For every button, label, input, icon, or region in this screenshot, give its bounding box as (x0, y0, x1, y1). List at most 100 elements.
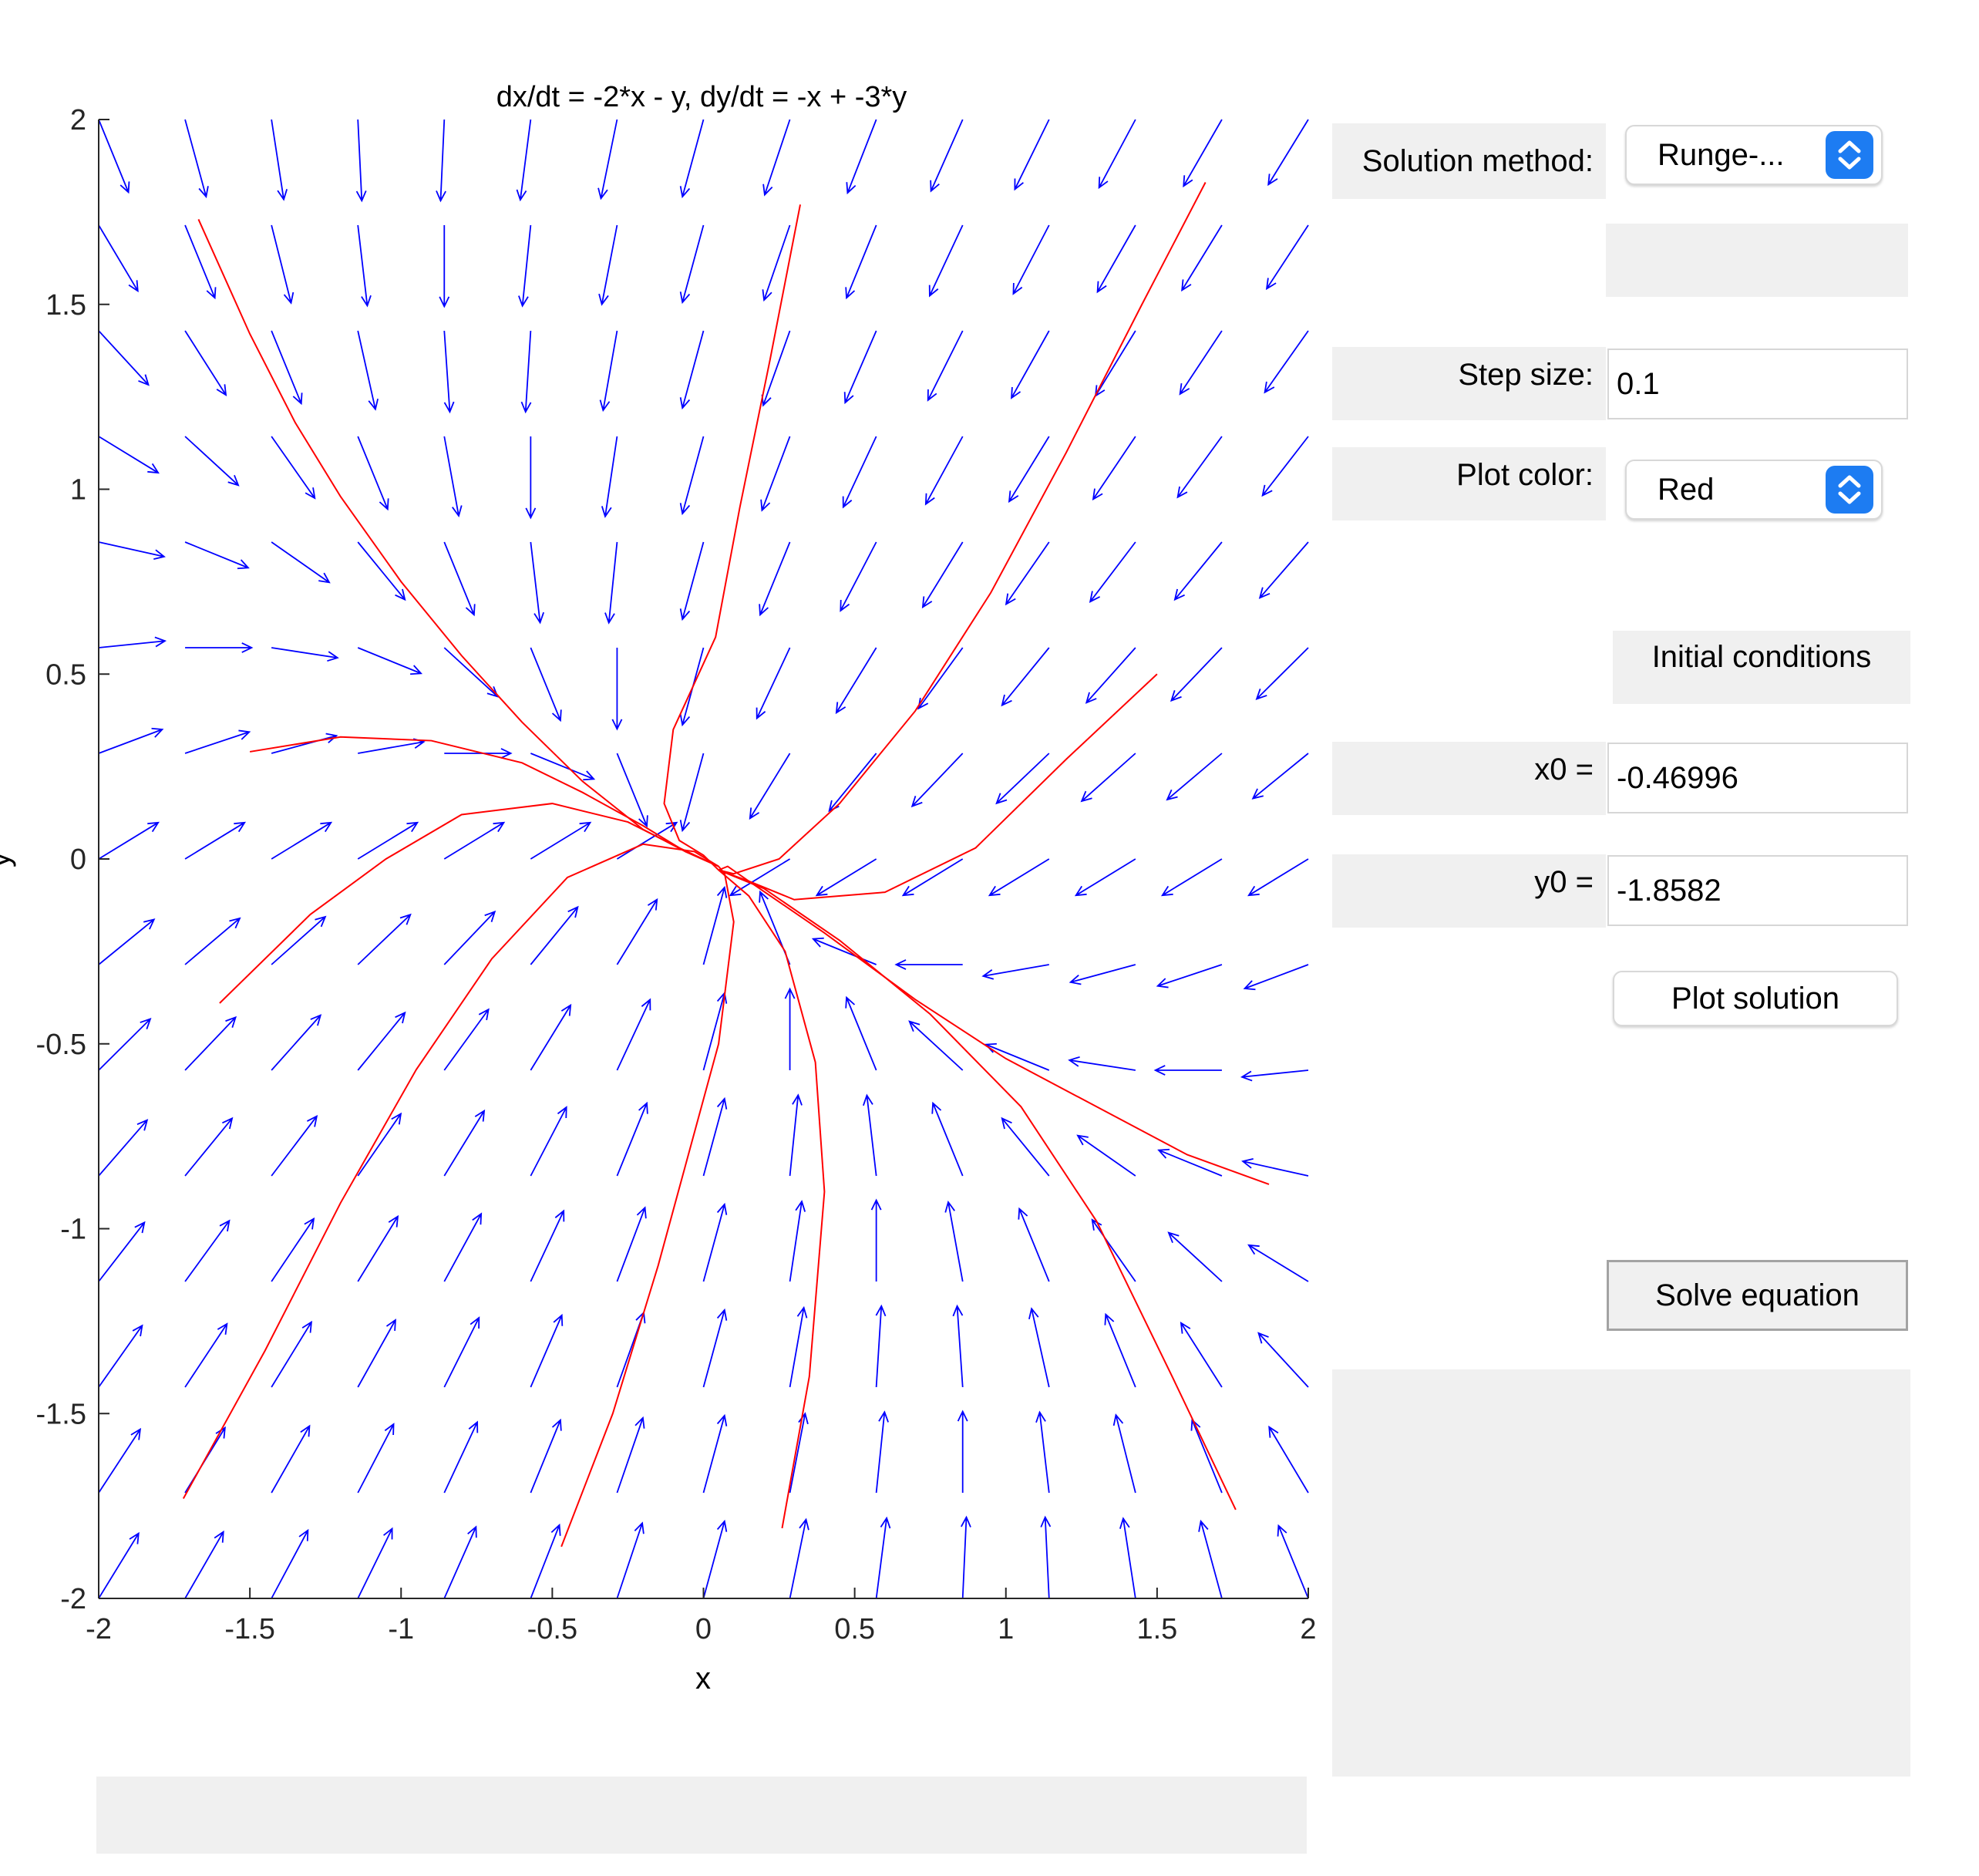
field-arrow (1112, 1413, 1136, 1494)
field-arrow (845, 224, 877, 300)
field-arrow (271, 1217, 315, 1282)
field-arrow (184, 541, 250, 570)
field-arrow (271, 436, 316, 500)
field-arrow (981, 964, 1049, 980)
x-tick-label: 0 (695, 1613, 712, 1645)
field-arrow (530, 541, 544, 625)
field-arrow (357, 913, 412, 965)
y0-input[interactable]: -1.8582 (1607, 855, 1908, 926)
field-arrow (870, 1198, 882, 1282)
field-arrow (1085, 647, 1136, 704)
field-arrow (98, 918, 156, 965)
field-arrow (842, 436, 877, 509)
field-arrow (443, 1316, 480, 1388)
field-arrow (357, 436, 389, 511)
y-axis-label: y (0, 852, 16, 867)
field-arrow (98, 330, 150, 386)
field-arrow (357, 1423, 395, 1494)
field-arrow (961, 1515, 971, 1599)
field-arrow (184, 436, 240, 487)
field-arrow (184, 729, 251, 754)
x-tick-label: 1.5 (1136, 1613, 1177, 1645)
trajectory-line (249, 736, 719, 867)
x0-value: -0.46996 (1617, 760, 1738, 795)
field-arrow (443, 1525, 477, 1599)
field-arrow (1028, 1307, 1050, 1388)
field-arrow (679, 330, 705, 410)
field-arrow (530, 1523, 561, 1599)
field-arrow (702, 1202, 728, 1282)
field-arrow (789, 1517, 809, 1599)
x0-input[interactable]: -0.46996 (1607, 743, 1908, 813)
field-arrow (530, 1313, 564, 1388)
field-arrow (1268, 1425, 1309, 1494)
field-arrow (1183, 119, 1223, 188)
field-arrow (952, 1304, 964, 1388)
field-arrow (98, 1018, 152, 1071)
field-arrow (1176, 436, 1223, 499)
field-arrow (1170, 647, 1223, 702)
field-arrow (357, 330, 379, 411)
field-arrow (702, 1096, 728, 1177)
trajectory-line (718, 869, 1270, 1185)
field-arrow (443, 821, 506, 860)
field-arrow (597, 119, 618, 200)
trajectory-line (718, 673, 1158, 901)
trajectories (182, 182, 1270, 1548)
blank-panel-bottom-left (96, 1777, 1307, 1854)
field-arrow (702, 1519, 728, 1599)
field-arrow (908, 1020, 964, 1071)
phase-plot[interactable]: -2 -1.5 -1 -0.5 0 0.5 1 1.5 2 -2 -1.5 -1 -0.5 0 0.5 1 1.… (0, 0, 1334, 1876)
trajectory-line (718, 869, 1237, 1511)
field-arrow (271, 647, 339, 662)
field-arrow (1198, 1519, 1223, 1599)
field-arrow (616, 1101, 648, 1177)
field-arrow (1035, 1410, 1050, 1494)
field-arrow (271, 1424, 311, 1494)
plot-solution-button[interactable]: Plot solution (1613, 971, 1898, 1026)
field-arrow (358, 738, 426, 754)
field-arrow (518, 224, 532, 308)
field-arrow (271, 541, 331, 584)
field-arrow (1011, 330, 1050, 399)
axes: -2 -1.5 -1 -0.5 0 0.5 1 1.5 2 -2 -1.5 -1 -0.5 0 0.5 1 1.… (36, 104, 1317, 1645)
y-tick-label: -1.5 (36, 1398, 86, 1430)
field-arrow (184, 821, 247, 860)
y-tick-label: -0.5 (36, 1029, 86, 1061)
field-arrow (1173, 541, 1223, 601)
solution-method-dropdown[interactable]: Runge-... (1625, 125, 1883, 185)
field-arrow (1001, 1117, 1050, 1177)
field-arrow (443, 436, 463, 518)
field-arrow (98, 1119, 149, 1177)
field-arrow (1156, 964, 1223, 989)
blank-panel-top (1606, 224, 1908, 297)
field-arrow (184, 330, 227, 397)
field-arrow (1181, 224, 1223, 292)
field-arrow (1014, 119, 1050, 191)
blank-panel-bottom-right (1332, 1369, 1910, 1777)
trajectory-line (197, 219, 719, 867)
field-arrow (1008, 436, 1050, 504)
field-arrow (443, 330, 455, 414)
trajectory-line (182, 843, 719, 1500)
y-tick-label: -2 (60, 1583, 86, 1615)
step-size-input[interactable]: 0.1 (1607, 349, 1908, 419)
solve-equation-button[interactable]: Solve equation (1607, 1260, 1908, 1331)
plot-color-dropdown[interactable]: Red (1625, 460, 1883, 520)
field-arrow (762, 119, 791, 197)
field-arrow (846, 119, 877, 195)
field-arrow (761, 330, 791, 407)
field-arrow (530, 1209, 565, 1282)
plot-color-label: Plot color: (1332, 447, 1606, 520)
field-arrow (98, 1531, 140, 1599)
field-arrow (927, 330, 964, 402)
field-arrow (702, 885, 728, 965)
field-arrow (679, 436, 705, 516)
field-arrow (184, 1117, 234, 1177)
field-arrow (1005, 541, 1050, 606)
field-arrow (98, 727, 164, 754)
x-tick-label: 0.5 (834, 1613, 875, 1645)
field-arrow (185, 642, 254, 653)
field-arrow (271, 1528, 309, 1599)
field-arrow (616, 1416, 645, 1494)
